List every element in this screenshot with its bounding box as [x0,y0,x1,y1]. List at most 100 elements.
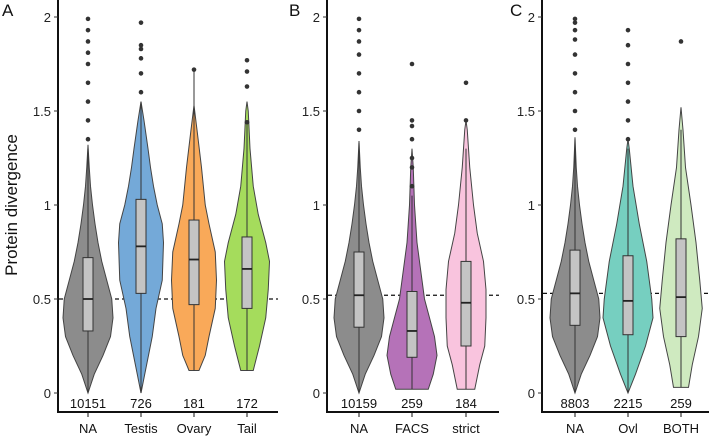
outlier-point [625,80,631,86]
outlier-point [138,46,144,52]
violin-group-BOTH: 259 BOTH [659,39,703,436]
violin-group-Ovl: 2215 Ovl [602,27,654,436]
box-iqr [353,251,365,328]
outlier-point [356,52,362,57]
outlier-point [244,119,250,125]
outlier-point [356,89,362,95]
outlier-point [138,56,144,61]
outlier-point [572,108,578,114]
y-axis-label: Protein divergence [2,134,21,276]
y-tick-label: 0.5 [302,292,320,307]
violin-group-NA: 8803 NA [549,16,601,436]
category-label: NA [79,421,97,436]
outlier-point [625,118,631,123]
outlier-point [244,57,250,63]
outlier-point [85,16,91,22]
box-iqr [675,238,687,338]
outlier-point [409,118,415,123]
count-label: 181 [183,396,205,411]
category-label: BOTH [663,421,699,436]
outlier-point [138,20,144,25]
outlier-point [85,80,91,86]
outlier-point [138,89,144,95]
outlier-point [572,52,578,57]
outlier-point [356,16,362,22]
outlier-point [572,71,578,76]
outlier-point [625,42,631,48]
outlier-point [85,99,91,104]
box-iqr [82,257,94,332]
violin-group-Tail: 172 Tail [223,57,271,436]
outlier-point [409,61,415,67]
count-label: 2215 [614,396,643,411]
violin-group-strict: 184 strict [445,80,487,436]
outlier-point [356,108,362,114]
count-label: 259 [670,396,692,411]
count-label: 172 [236,396,258,411]
outlier-point [572,20,578,25]
outlier-point [678,39,684,44]
category-label: FACS [395,421,429,436]
outlier-point [356,71,362,76]
outlier-point [85,39,91,44]
outlier-point [138,42,144,48]
count-label: 184 [455,396,477,411]
outlier-point [625,27,631,33]
y-tick-label: 0.5 [33,292,51,307]
outlier-point [409,136,415,142]
violin-group-NA: 10159 NA [333,16,385,436]
y-tick-label: 0.5 [517,292,535,307]
category-label: strict [452,421,480,436]
category-label: NA [350,421,368,436]
y-tick-label: 1.5 [33,104,51,119]
outlier-point [572,16,578,22]
outlier-point [463,80,469,86]
box-iqr [460,260,472,347]
violin-group-Testis: 726 Testis [117,20,165,436]
box-iqr [188,219,200,306]
category-label: Ovary [177,421,212,436]
outlier-point [409,155,415,161]
outlier-point [356,27,362,33]
y-tick-label: 0 [44,386,51,401]
y-tick-label: 0 [528,386,535,401]
outlier-point [409,183,415,189]
box-iqr [569,249,581,326]
y-tick-label: 2 [528,10,535,25]
outlier-point [572,37,578,42]
category-label: Ovl [618,421,638,436]
category-label: Tail [237,421,257,436]
box-iqr [622,255,634,336]
outlier-point [244,84,250,89]
outlier-point [356,127,362,133]
violin-group-Ovary: 181 Ovary [170,67,218,436]
y-tick-label: 1.5 [302,104,320,119]
panel-letter: B [289,1,300,20]
y-tick-label: 2 [313,10,320,25]
count-label: 259 [401,396,423,411]
outlier-point [625,136,631,142]
violin-group-FACS: 259 FACS [386,61,438,436]
panel-letter: C [510,1,522,20]
count-label: 10151 [70,396,106,411]
count-label: 8803 [561,396,590,411]
count-label: 726 [130,396,152,411]
outlier-point [85,136,91,142]
outlier-point [85,61,91,67]
outlier-point [572,127,578,133]
outlier-point [244,69,250,74]
box-iqr [241,236,253,309]
outlier-point [409,165,415,170]
violin-group-NA: 10151 NA [62,16,114,436]
outlier-point [409,123,415,129]
panel-A: A Protein divergence 0 0.5 1 1.5 2 10151 NA 726 Te… [2,0,278,436]
outlier-point [463,118,469,123]
outlier-point [191,67,197,72]
panel-letter: A [2,1,14,20]
y-tick-label: 0 [313,386,320,401]
panel-B: B 0 0.5 1 1.5 2 10159 NA 259 FACS 184 strict [289,0,499,436]
y-tick-label: 1 [313,198,320,213]
y-tick-label: 1.5 [517,104,535,119]
y-tick-label: 1 [528,198,535,213]
